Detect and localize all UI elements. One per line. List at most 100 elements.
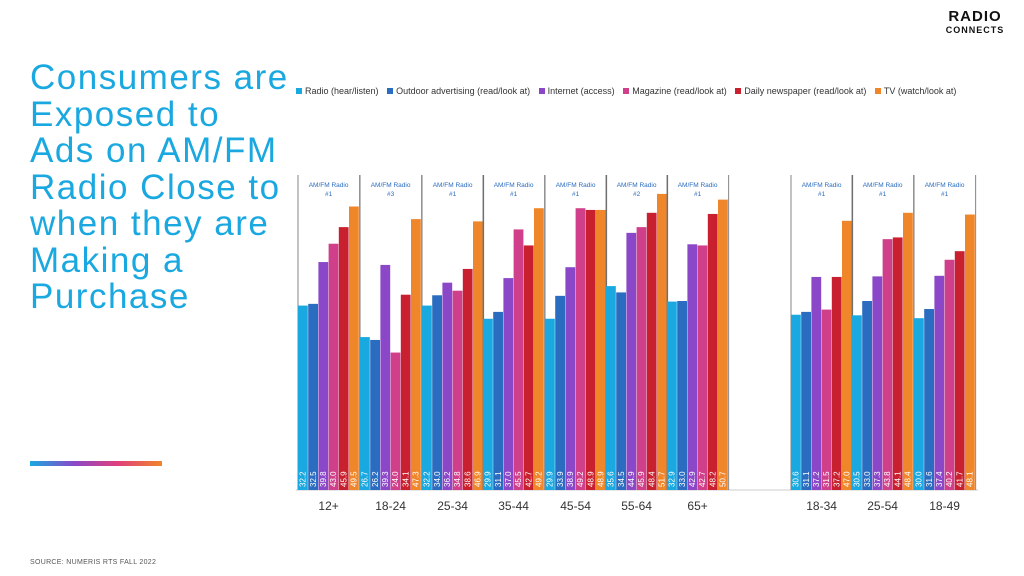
legend-label: Daily newspaper (read/look at): [744, 86, 867, 96]
category-tick-label: 12+: [318, 499, 338, 513]
bar-value-label: 40.2: [945, 471, 954, 487]
accent-gradient-bar: [30, 461, 162, 466]
bar-value-label: 32.2: [299, 471, 308, 487]
category-tick-label: 35-44: [498, 499, 529, 513]
bar: [862, 301, 872, 490]
bar: [657, 193, 667, 490]
rank-number: #3: [387, 191, 395, 198]
bar: [493, 311, 503, 490]
bar: [318, 262, 329, 490]
bar: [308, 303, 318, 490]
bar: [432, 295, 442, 490]
rank-number: #1: [818, 191, 826, 198]
bar: [349, 206, 359, 490]
bar-value-label: 34.8: [453, 471, 462, 487]
bar-value-label: 48.9: [586, 471, 595, 487]
rank-number: #2: [633, 191, 641, 198]
rank-label: AM/FM Radio: [925, 182, 965, 189]
bar-value-label: 29.9: [546, 471, 555, 487]
rank-number: #1: [941, 191, 949, 198]
rank-number: #1: [879, 191, 887, 198]
bar: [892, 237, 903, 490]
bar-value-label: 48.2: [708, 471, 717, 487]
category-tick-label: 18-34: [806, 499, 837, 513]
bar: [697, 245, 708, 490]
bar-value-label: 34.0: [433, 471, 442, 487]
legend-label: TV (watch/look at): [883, 86, 957, 96]
bar-value-label: 47.3: [412, 471, 421, 487]
bar: [646, 212, 657, 491]
category-tick-label: 18-49: [929, 499, 960, 513]
rank-label: AM/FM Radio: [863, 182, 903, 189]
bar-value-label: 36.2: [443, 471, 452, 487]
bar: [677, 301, 687, 490]
bar-value-label: 45.9: [637, 471, 646, 487]
rank-number: #1: [510, 191, 518, 198]
legend-swatch: [538, 88, 545, 94]
bar-value-label: 44.1: [893, 471, 902, 487]
bar-value-label: 32.5: [309, 471, 318, 487]
bar-value-label: 42.7: [524, 471, 533, 487]
bar: [442, 282, 453, 490]
bar: [370, 339, 380, 490]
bar: [626, 232, 637, 490]
bar: [534, 208, 544, 490]
bar: [565, 267, 576, 490]
bar: [298, 305, 308, 490]
logo-line-1: RADIO: [948, 8, 1002, 25]
bar: [636, 227, 647, 491]
bar-value-label: 32.9: [668, 471, 677, 487]
bar: [411, 219, 421, 490]
bar: [400, 294, 411, 490]
bar: [555, 295, 565, 490]
bar: [606, 286, 616, 490]
bar-value-label: 33.0: [678, 471, 687, 487]
legend-label: Internet (access): [547, 86, 615, 96]
bar-value-label: 39.3: [381, 471, 390, 487]
logo-line-2: CONNECTS: [945, 25, 1005, 35]
bar-value-label: 38.6: [463, 471, 472, 487]
bar-value-label: 30.0: [915, 471, 924, 487]
bar-value-label: 41.7: [955, 471, 964, 487]
legend-item-outdoor: Outdoor advertising (read/look at): [387, 86, 530, 96]
bar-value-label: 31.6: [925, 471, 934, 487]
bar-value-label: 31.1: [494, 471, 503, 487]
bar: [924, 309, 934, 490]
bar-value-label: 48.4: [904, 471, 913, 487]
bar: [328, 243, 339, 490]
bar-value-label: 37.2: [832, 471, 841, 487]
bar-value-label: 45.9: [339, 471, 348, 487]
rank-label: AM/FM Radio: [433, 182, 473, 189]
bar: [801, 311, 811, 490]
bar: [944, 259, 955, 490]
rank-label: AM/FM Radio: [309, 182, 349, 189]
bar: [914, 318, 924, 490]
bar: [821, 309, 832, 490]
bar-value-label: 46.9: [474, 471, 483, 487]
bar: [707, 213, 718, 491]
bar: [954, 251, 965, 490]
bar: [513, 229, 524, 490]
category-tick-label: 25-34: [437, 499, 468, 513]
category-tick-label: 18-24: [375, 499, 406, 513]
bar-value-label: 37.4: [935, 471, 944, 487]
bar-value-label: 51.7: [658, 471, 667, 487]
legend-swatch: [387, 88, 394, 94]
bar-value-label: 31.5: [822, 471, 831, 487]
legend-label: Outdoor advertising (read/look at): [396, 86, 531, 96]
bar-value-label: 33.0: [863, 471, 872, 487]
bar: [473, 221, 483, 490]
slide-headline: Consumers are Exposed to Ads on AM/FM Ra…: [30, 58, 289, 316]
bar: [575, 208, 586, 490]
category-tick-label: 45-54: [560, 499, 591, 513]
bar: [831, 276, 842, 490]
bar: [882, 239, 893, 490]
rank-number: #1: [572, 191, 580, 198]
bar-value-label: 48.4: [647, 471, 656, 487]
rank-label: AM/FM Radio: [494, 182, 534, 189]
bar: [545, 318, 555, 490]
bar: [338, 227, 349, 491]
legend-swatch: [296, 88, 302, 94]
bar: [422, 305, 432, 490]
